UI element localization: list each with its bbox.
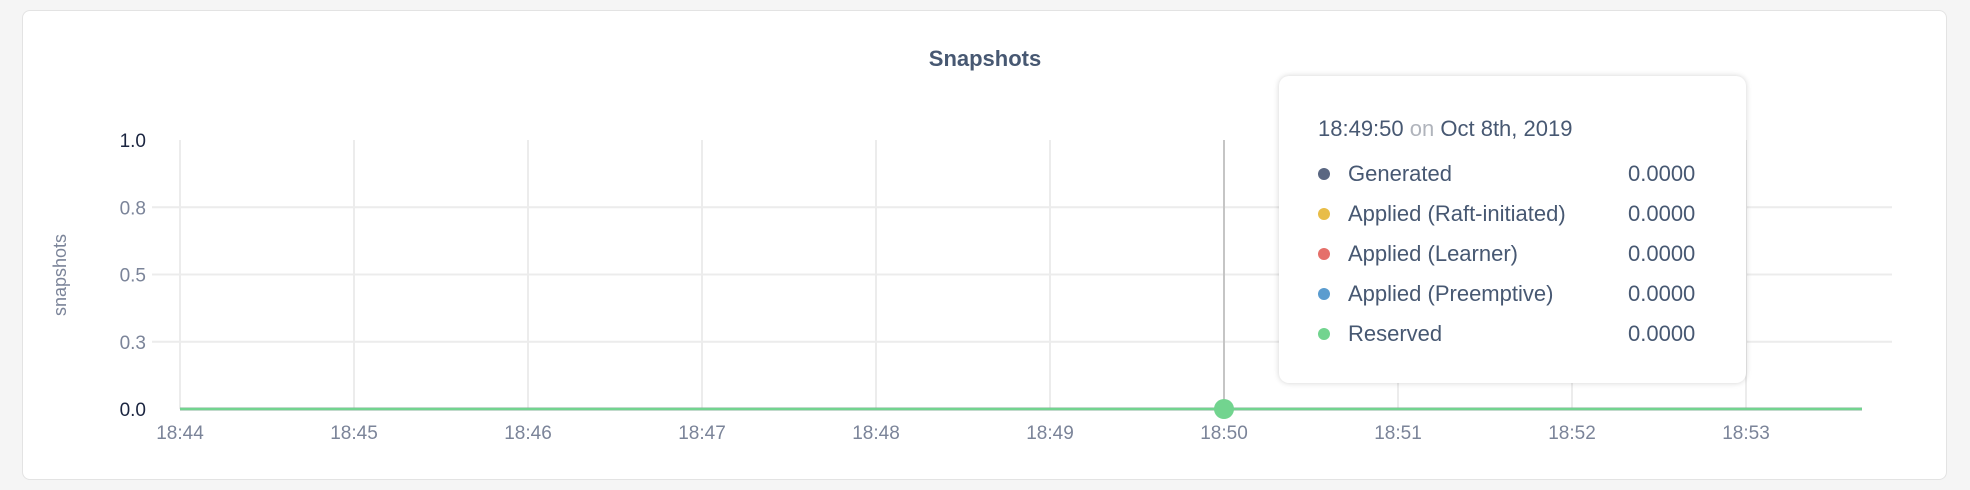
tooltip-series-value: 0.0000 xyxy=(1628,281,1696,306)
x-tick-label: 18:51 xyxy=(1374,423,1422,444)
tooltip-time: 18:49:50 xyxy=(1318,116,1404,141)
legend-dot-icon xyxy=(1318,208,1330,220)
y-axis-label: snapshots xyxy=(50,234,70,316)
y-tick-label: 0.8 xyxy=(120,198,146,219)
tooltip-series-label: Applied (Preemptive) xyxy=(1348,281,1554,306)
tooltip-row: Applied (Raft-initiated) 0.0000 xyxy=(1318,194,1746,234)
tooltip-series-value: 0.0000 xyxy=(1628,241,1696,266)
x-tick-label: 18:48 xyxy=(852,423,900,444)
x-tick-label: 18:52 xyxy=(1548,423,1596,444)
legend-dot-icon xyxy=(1318,168,1330,180)
tooltip-on: on xyxy=(1409,116,1435,141)
legend-dot-icon xyxy=(1318,248,1330,260)
x-tick-label: 18:49 xyxy=(1026,423,1074,444)
x-tick-label: 18:50 xyxy=(1200,423,1248,444)
tooltip-series-label: Generated xyxy=(1348,161,1452,186)
hover-point xyxy=(1214,399,1234,419)
y-tick-label: 0.0 xyxy=(120,400,146,421)
y-tick-label: 1.0 xyxy=(120,131,146,152)
tooltip-row: Applied (Preemptive) 0.0000 xyxy=(1318,274,1746,314)
legend-dot-icon xyxy=(1318,328,1330,340)
tooltip-row: Reserved 0.0000 xyxy=(1318,314,1746,354)
tooltip-row: Applied (Learner) 0.0000 xyxy=(1318,234,1746,274)
legend-dot-icon xyxy=(1318,288,1330,300)
tooltip-series-value: 0.0000 xyxy=(1628,321,1696,346)
tooltip-series-label: Reserved xyxy=(1348,321,1443,346)
tooltip-row: Generated 0.0000 xyxy=(1318,154,1746,194)
x-tick-label: 18:46 xyxy=(504,423,552,444)
y-tick-label: 0.5 xyxy=(120,266,146,287)
x-tick-label: 18:47 xyxy=(678,423,726,444)
y-tick-label: 0.3 xyxy=(120,333,146,354)
tooltip-date: Oct 8th, 2019 xyxy=(1440,116,1573,141)
tooltip-header: 18:49:50 on Oct 8th, 2019 xyxy=(1318,116,1746,142)
chart-title: Snapshots xyxy=(928,46,1042,71)
x-tick-label: 18:45 xyxy=(330,423,378,444)
tooltip: 18:49:50 on Oct 8th, 2019 Generated 0.000… xyxy=(1279,76,1746,383)
x-tick-label: 18:53 xyxy=(1722,423,1770,444)
tooltip-series-label: Applied (Learner) xyxy=(1348,241,1518,266)
tooltip-series-value: 0.0000 xyxy=(1628,161,1696,186)
tooltip-series-label: Applied (Raft-initiated) xyxy=(1348,201,1566,226)
x-tick-label: 18:44 xyxy=(156,423,204,444)
tooltip-series-value: 0.0000 xyxy=(1628,201,1696,226)
